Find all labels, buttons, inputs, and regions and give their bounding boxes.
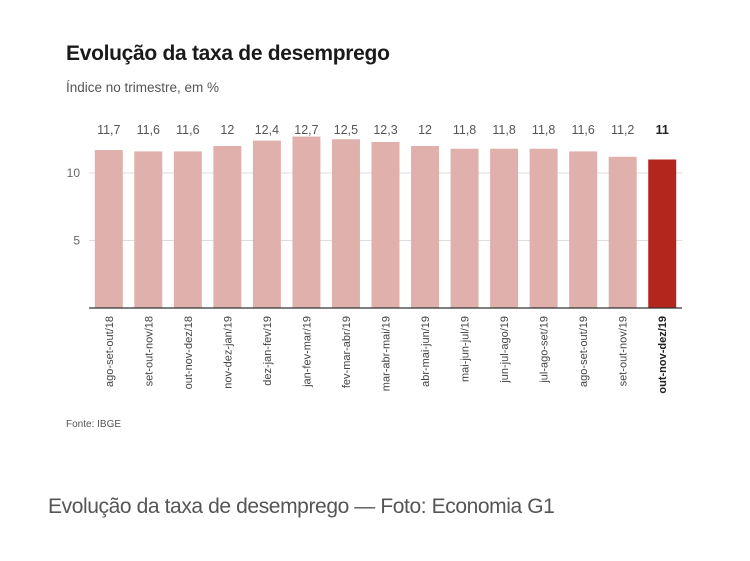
bar [252, 140, 281, 308]
data-label: 11 [656, 123, 669, 137]
bar [173, 151, 202, 308]
bar [292, 136, 321, 308]
x-tick-label: ago-set-out/19 [578, 316, 590, 387]
data-label: 12,3 [373, 123, 397, 137]
data-label: 12,7 [294, 123, 318, 137]
x-tick-label: set-out-nov/18 [143, 316, 155, 386]
bar [450, 148, 479, 308]
x-tick-label: abr-mai-jun/19 [420, 316, 432, 387]
bar [648, 159, 677, 308]
data-label: 11,6 [137, 123, 160, 137]
data-label: 12,5 [334, 123, 358, 137]
data-label: 12 [418, 123, 432, 137]
x-tick-label: mai-jun-jul/19 [460, 316, 472, 382]
x-tick-label: out-nov-dez/19 [657, 316, 669, 394]
x-tick-label: ago-set-out/18 [104, 316, 116, 387]
bar [569, 151, 598, 308]
data-label: 11,8 [532, 123, 555, 137]
bar [134, 151, 163, 308]
x-tick-label: nov-dez-jan/19 [222, 316, 234, 389]
bar [371, 141, 400, 308]
bar [213, 146, 242, 308]
chart-subtitle: Índice no trimestre, em % [66, 80, 220, 95]
source-note: Fonte: IBGE [66, 419, 122, 430]
bar [94, 150, 123, 308]
bar [331, 139, 360, 308]
bar [411, 146, 440, 308]
x-tick-label: jun-jul-ago/19 [499, 316, 511, 384]
chart-title: Evolução da taxa de desemprego [66, 42, 390, 65]
x-tick-label: mar-abr-mai/19 [381, 316, 393, 391]
photo-caption: Evolução da taxa de desemprego — Foto: E… [48, 495, 555, 518]
bar-chart: 5 10 11,7 ago-set-out/18 11,6 set-out-nov/18 1… [67, 123, 682, 394]
bar [529, 148, 558, 308]
bar [490, 148, 519, 308]
x-tick-label: set-out-nov/19 [618, 316, 630, 386]
data-label: 11,7 [97, 123, 120, 137]
data-label: 11,8 [492, 123, 515, 137]
x-tick-label: fev-mar-abr/19 [341, 316, 353, 388]
data-label: 11,8 [453, 123, 476, 137]
data-label: 12 [220, 123, 234, 137]
data-label: 11,2 [611, 123, 634, 137]
x-tick-label: jul-ago-set/19 [539, 316, 551, 384]
y-tick-label: 10 [67, 166, 81, 180]
bar [608, 156, 637, 308]
x-tick-label: dez-jan-fev/19 [262, 316, 274, 386]
data-label: 11,6 [176, 123, 199, 137]
y-tick-label: 5 [73, 234, 80, 248]
x-tick-label: jan-fev-mar/19 [301, 316, 313, 388]
x-tick-label: out-nov-dez/18 [183, 316, 195, 389]
data-label: 11,6 [571, 123, 594, 137]
data-label: 12,4 [255, 123, 279, 137]
